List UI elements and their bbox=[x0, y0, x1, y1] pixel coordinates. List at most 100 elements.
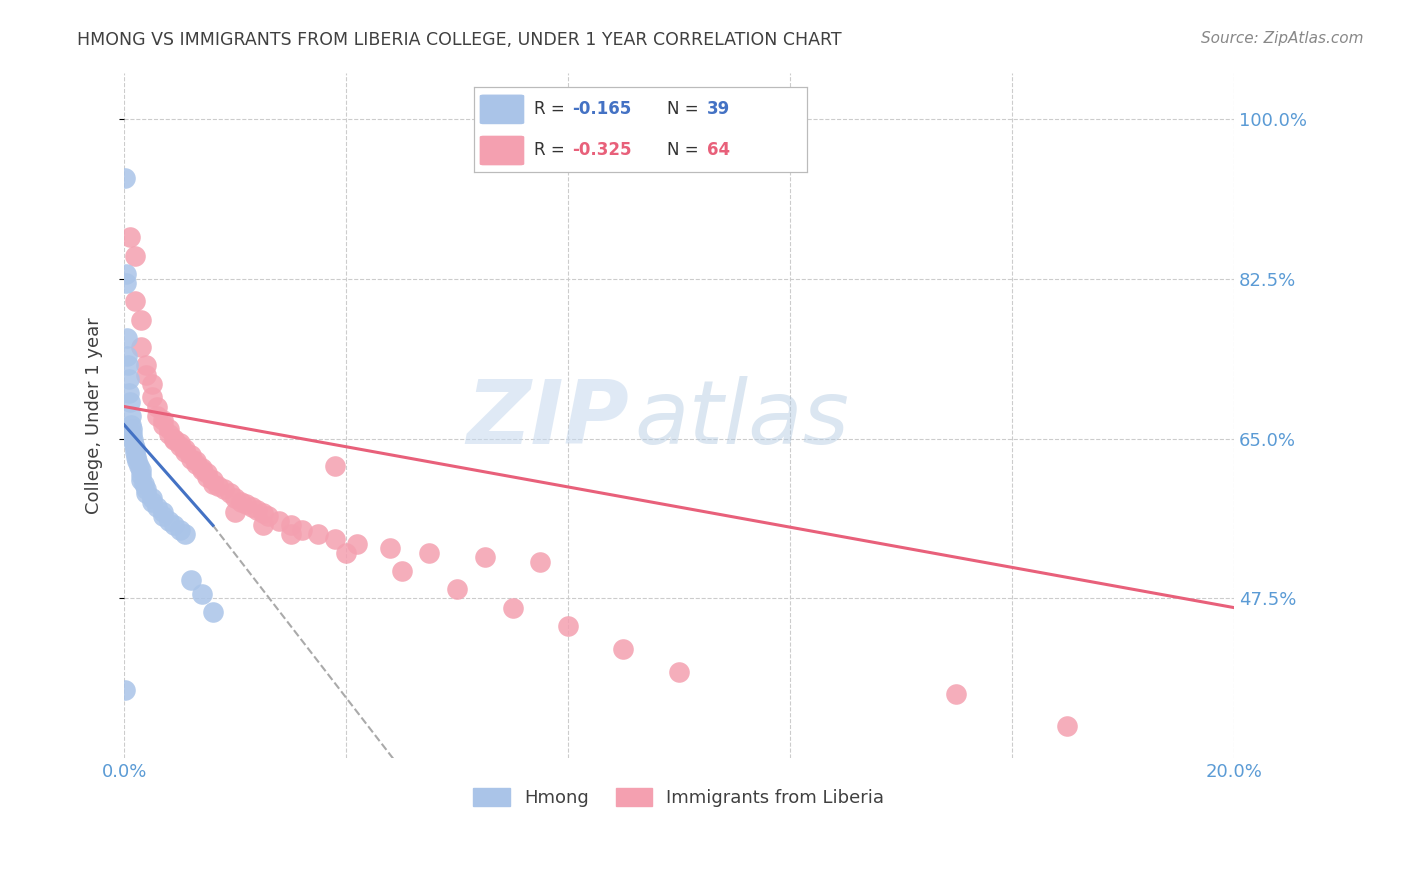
Point bbox=[269, 514, 291, 528]
Point bbox=[201, 605, 224, 619]
Point bbox=[174, 445, 197, 459]
Point bbox=[152, 505, 174, 519]
Point bbox=[280, 518, 302, 533]
Point bbox=[127, 454, 149, 468]
Point bbox=[195, 467, 218, 481]
Point bbox=[124, 445, 146, 459]
Point bbox=[224, 491, 246, 505]
Point bbox=[129, 468, 152, 483]
Point bbox=[141, 390, 163, 404]
Point bbox=[195, 470, 218, 484]
Point bbox=[201, 477, 224, 491]
Point bbox=[180, 451, 202, 466]
Point bbox=[118, 385, 141, 400]
Point bbox=[115, 331, 138, 345]
Point bbox=[191, 463, 214, 477]
Point bbox=[474, 550, 496, 565]
Point bbox=[180, 448, 202, 462]
Point bbox=[529, 555, 551, 569]
Point bbox=[212, 482, 235, 496]
Point bbox=[191, 587, 214, 601]
Point bbox=[135, 359, 157, 373]
Point bbox=[240, 500, 263, 514]
Point bbox=[146, 500, 169, 514]
Point bbox=[169, 436, 191, 450]
Point bbox=[115, 276, 138, 290]
Point bbox=[446, 582, 468, 597]
Point bbox=[129, 463, 152, 477]
Point bbox=[235, 497, 257, 511]
Point bbox=[146, 400, 169, 414]
Point bbox=[118, 230, 141, 244]
Text: Source: ZipAtlas.com: Source: ZipAtlas.com bbox=[1201, 31, 1364, 46]
Point bbox=[169, 523, 191, 537]
Point bbox=[163, 432, 186, 446]
Point bbox=[120, 417, 142, 432]
Point bbox=[124, 441, 146, 455]
Point bbox=[191, 460, 214, 475]
Point bbox=[135, 482, 157, 496]
Text: atlas: atlas bbox=[634, 376, 849, 462]
Point bbox=[186, 454, 208, 468]
Point bbox=[122, 434, 145, 448]
Point bbox=[502, 600, 524, 615]
Point bbox=[129, 340, 152, 354]
Point bbox=[157, 514, 180, 528]
Point bbox=[163, 434, 186, 448]
Point bbox=[169, 439, 191, 453]
Point bbox=[121, 426, 143, 441]
Point bbox=[157, 426, 180, 441]
Point bbox=[346, 536, 368, 550]
Point bbox=[180, 573, 202, 587]
Point bbox=[124, 249, 146, 263]
Point bbox=[246, 503, 269, 517]
Point bbox=[280, 527, 302, 541]
Point bbox=[323, 458, 346, 473]
Point bbox=[121, 422, 143, 436]
Point bbox=[201, 473, 224, 487]
Point bbox=[224, 505, 246, 519]
Point bbox=[135, 368, 157, 382]
Point bbox=[612, 641, 634, 656]
Point bbox=[117, 372, 139, 386]
Point bbox=[257, 509, 280, 524]
Point bbox=[174, 527, 197, 541]
Point bbox=[152, 417, 174, 432]
Point bbox=[557, 619, 579, 633]
Point bbox=[252, 518, 274, 533]
Y-axis label: College, Under 1 year: College, Under 1 year bbox=[86, 318, 103, 514]
Point bbox=[122, 438, 145, 452]
Point bbox=[323, 532, 346, 546]
Point bbox=[1056, 719, 1078, 733]
Point bbox=[114, 267, 136, 281]
Text: HMONG VS IMMIGRANTS FROM LIBERIA COLLEGE, UNDER 1 YEAR CORRELATION CHART: HMONG VS IMMIGRANTS FROM LIBERIA COLLEGE… bbox=[77, 31, 842, 49]
Point bbox=[335, 546, 357, 560]
Point bbox=[125, 450, 148, 464]
Point bbox=[117, 349, 139, 363]
Point bbox=[157, 422, 180, 436]
Point bbox=[141, 376, 163, 391]
Point bbox=[945, 687, 967, 701]
Point bbox=[163, 518, 186, 533]
Point bbox=[114, 682, 136, 697]
Point bbox=[229, 495, 252, 509]
Point bbox=[146, 409, 169, 423]
Point bbox=[141, 491, 163, 505]
Point bbox=[118, 395, 141, 409]
Point bbox=[141, 495, 163, 509]
Point bbox=[152, 413, 174, 427]
Legend: Hmong, Immigrants from Liberia: Hmong, Immigrants from Liberia bbox=[467, 780, 891, 814]
Point bbox=[117, 359, 139, 373]
Point bbox=[252, 507, 274, 521]
Point bbox=[152, 509, 174, 524]
Point bbox=[135, 486, 157, 500]
Point bbox=[132, 477, 155, 491]
Point bbox=[174, 442, 197, 457]
Point bbox=[391, 564, 413, 578]
Point bbox=[129, 312, 152, 326]
Point bbox=[207, 479, 229, 493]
Point bbox=[218, 486, 240, 500]
Point bbox=[129, 473, 152, 487]
Point bbox=[380, 541, 402, 556]
Point bbox=[128, 458, 150, 473]
